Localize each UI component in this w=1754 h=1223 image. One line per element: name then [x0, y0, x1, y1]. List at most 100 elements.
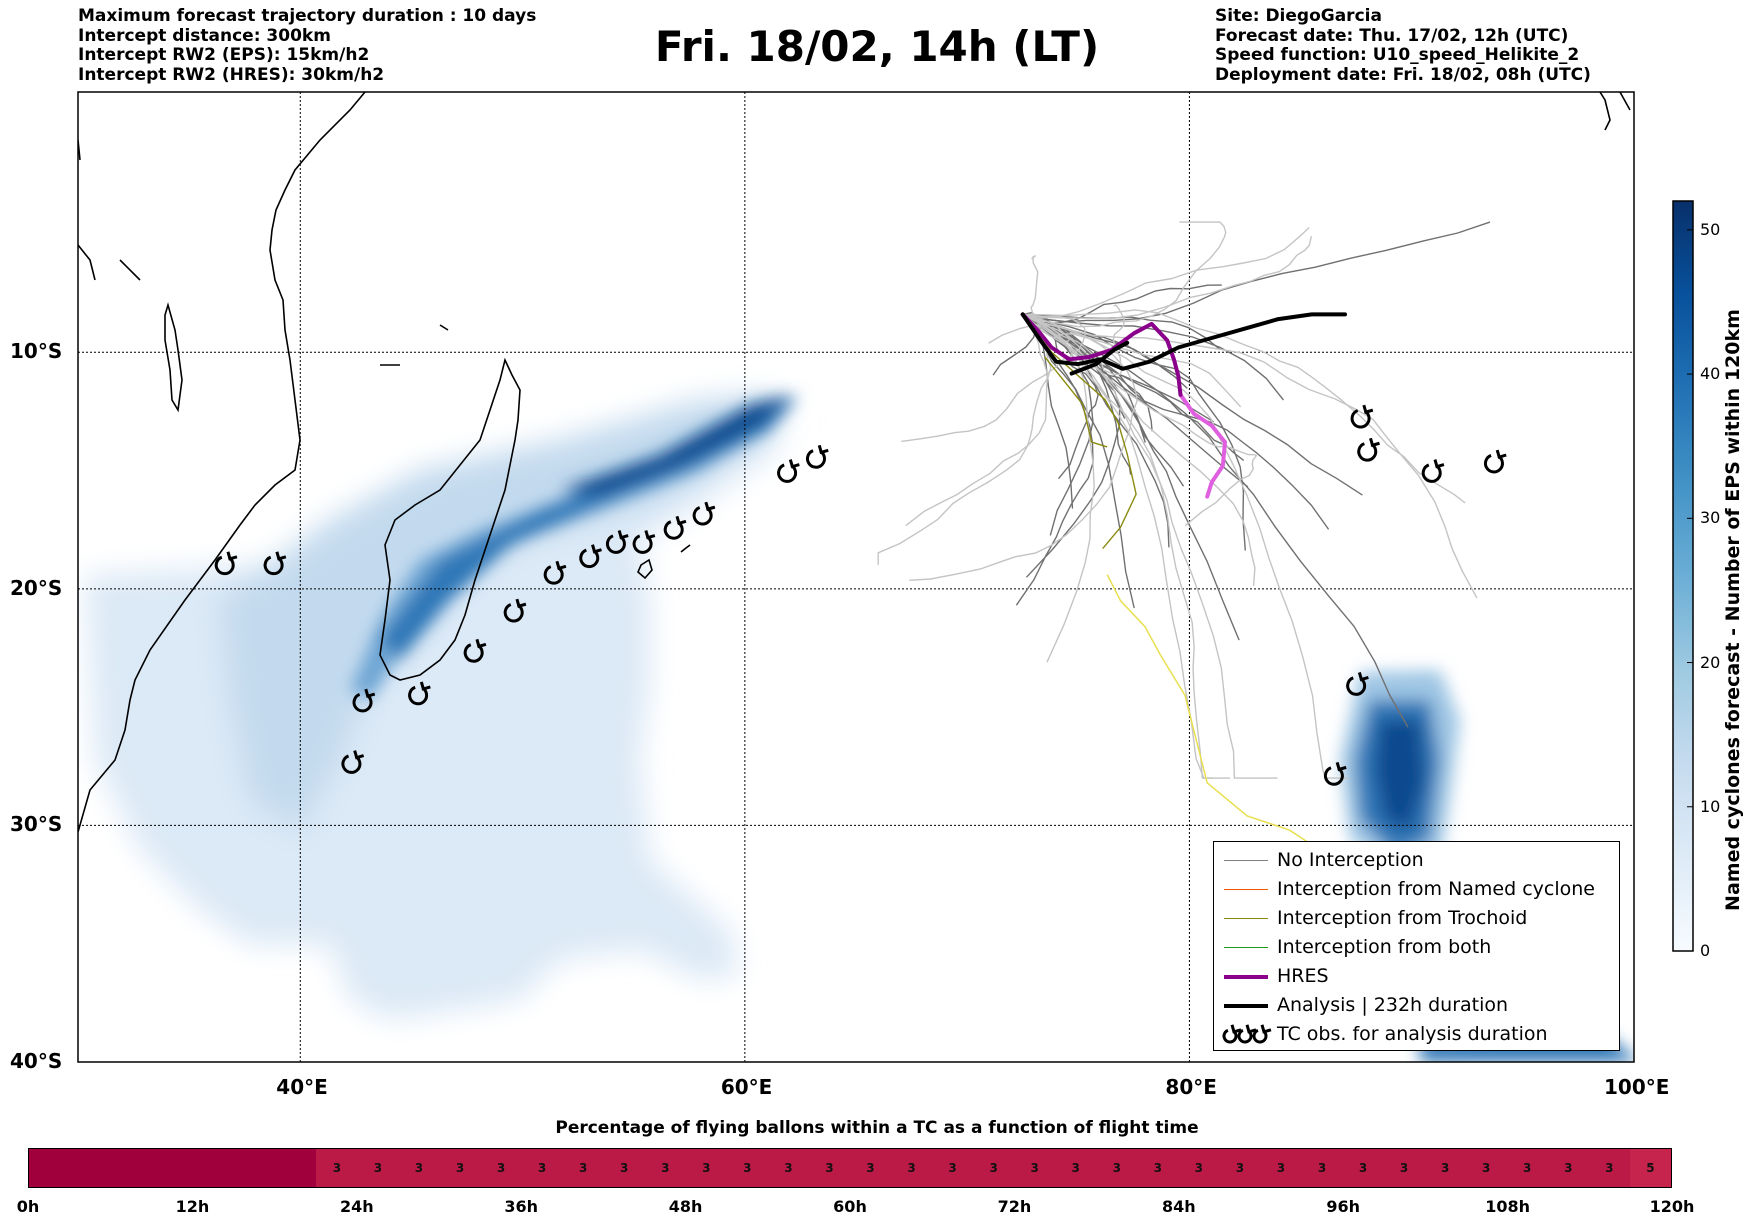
tc-observation-icon	[503, 598, 527, 623]
tc-observation-icon	[1350, 404, 1374, 429]
legend-item: HRES	[1214, 963, 1614, 991]
legend-item: TC obs. for analysis duration	[1214, 1021, 1614, 1049]
flight-bar-segment: 3	[1260, 1149, 1302, 1187]
eps-trajectory	[909, 313, 1138, 581]
eps-trajectory	[1022, 313, 1363, 496]
eps-trajectory	[877, 313, 1052, 565]
hres-trajectory	[1020, 312, 1183, 397]
flight-bar-segment: 3	[521, 1149, 563, 1187]
header-line: Intercept RW2 (HRES): 30km/h2	[78, 64, 385, 85]
eps-trajectory	[1022, 313, 1330, 530]
legend-label: TC obs. for analysis duration	[1277, 1023, 1548, 1045]
flight-bar-segment: 5	[1629, 1149, 1671, 1187]
eps-trajectory	[1022, 313, 1258, 527]
eps-trajectory	[1022, 313, 1095, 663]
colorbar-tick-label: 50	[1700, 219, 1721, 239]
legend-label: HRES	[1277, 965, 1329, 987]
flight-bar-title: Percentage of flying ballons within a TC…	[555, 1118, 1199, 1138]
lon-label: 40°E	[276, 1075, 328, 1099]
flight-bar-segment: 3	[1178, 1149, 1220, 1187]
eps-trajectory	[1022, 313, 1249, 488]
colorbar-tick-label: 30	[1700, 508, 1721, 528]
flight-time-tick: 24h	[339, 1197, 374, 1216]
header-line: Site: DiegoGarcia	[1215, 6, 1382, 26]
header-line: Forecast date: Thu. 17/02, 12h (UTC)	[1215, 25, 1569, 46]
tc-observation-icon	[632, 530, 656, 554]
tc-observation-icon	[806, 444, 829, 469]
tc-observation-icon	[777, 459, 800, 483]
header-line: Intercept distance: 300km	[78, 25, 331, 46]
legend-tc-icons	[1222, 1024, 1272, 1044]
tc-observation-icon	[408, 681, 431, 706]
legend-label: Interception from both	[1277, 936, 1492, 958]
header-line: Speed function: U10_speed_Helikite_2	[1215, 45, 1580, 65]
colorbar-title: Named cyclones forecast - Number of EPS …	[1722, 309, 1744, 911]
trochoid-trajectory	[1044, 356, 1108, 448]
flight-bar-segment: 3	[767, 1149, 809, 1187]
legend-swatch	[1224, 918, 1268, 920]
hres-trajectory-tail	[1178, 392, 1228, 499]
analysis-trajectory	[1020, 312, 1347, 371]
colorbar-gradient	[1672, 200, 1694, 952]
tc-observation-icon	[605, 530, 629, 554]
tc-observation-icon	[1323, 761, 1347, 786]
lat-label: 10°S	[10, 339, 63, 364]
flight-bar-segment: 3	[1383, 1149, 1425, 1187]
legend-swatch	[1224, 860, 1268, 862]
eps-trajectory	[1022, 313, 1246, 551]
header-line: Intercept RW2 (EPS): 15km/h2	[78, 45, 370, 65]
map-gridlines	[78, 92, 1634, 1062]
tc-observation-icon	[341, 750, 365, 774]
lat-label: 20°S	[10, 575, 63, 600]
trochoid-interception-trajectories	[1022, 313, 1137, 550]
eps-trajectory	[1022, 235, 1313, 320]
flight-bar-segment: 3	[1055, 1149, 1097, 1187]
colorbar-tick-label: 0	[1700, 941, 1711, 960]
tc-observation-icon	[1222, 1024, 1242, 1044]
flight-bar-segment: 3	[439, 1149, 481, 1187]
eps-trajectory	[905, 313, 1049, 527]
tc-observation-icon	[663, 515, 687, 540]
flight-bar-segment: 3	[1588, 1149, 1630, 1187]
flight-bar-segment: 3	[1506, 1149, 1548, 1187]
tc-observation-icon	[1483, 449, 1507, 474]
flight-bar-segment	[29, 1149, 317, 1187]
flight-bar-segment: 3	[480, 1149, 522, 1187]
cyclone-density-field	[85, 395, 805, 1020]
flight-bar-segment: 3	[1137, 1149, 1179, 1187]
lon-label: 80°E	[1165, 1075, 1217, 1099]
eps-trajectory	[1022, 313, 1221, 350]
flight-bar-segment: 3	[316, 1149, 358, 1187]
flight-bar-segment: 3	[1465, 1149, 1507, 1187]
flight-bar-segment: 3	[849, 1149, 891, 1187]
flight-time-tick: 84h	[1161, 1197, 1196, 1216]
eps-trajectory	[1022, 313, 1349, 779]
colorbar-tick-label: 20	[1700, 652, 1721, 672]
eps-trajectory	[1022, 226, 1310, 318]
flight-time-tick: 0h	[16, 1197, 40, 1216]
flight-bar-segment: 3	[973, 1149, 1015, 1187]
map-frame	[77, 91, 1635, 1063]
flight-bar-segment: 3	[1301, 1149, 1343, 1187]
flight-time-tick: 120h	[1649, 1197, 1695, 1216]
flight-bar-segment: 3	[562, 1149, 604, 1187]
flight-bar-segment: 3	[1424, 1149, 1466, 1187]
eps-trajectory	[1022, 313, 1132, 475]
tc-observation-icon	[1357, 437, 1380, 462]
flight-time-tick: 72h	[997, 1197, 1032, 1216]
tc-observation-icon	[1421, 459, 1445, 483]
tc-observation-markers	[214, 404, 1507, 786]
flight-time-tick: 48h	[668, 1197, 703, 1216]
flight-time-tick: 108h	[1485, 1197, 1530, 1216]
analysis-trajectory-start	[1069, 340, 1130, 376]
legend-item: Analysis | 232h duration	[1214, 992, 1614, 1020]
flight-bar-segment: 3	[891, 1149, 933, 1187]
eps-trajectory	[1022, 313, 1256, 586]
flight-time-tick: 36h	[504, 1197, 539, 1216]
flight-bar-segment: 3	[1096, 1149, 1138, 1187]
legend-label: No Interception	[1277, 849, 1424, 871]
legend: No Interception Interception from Named c…	[1213, 841, 1620, 1051]
flight-bar-segment: 3	[644, 1149, 686, 1187]
flight-bar-segment: 3	[1342, 1149, 1384, 1187]
